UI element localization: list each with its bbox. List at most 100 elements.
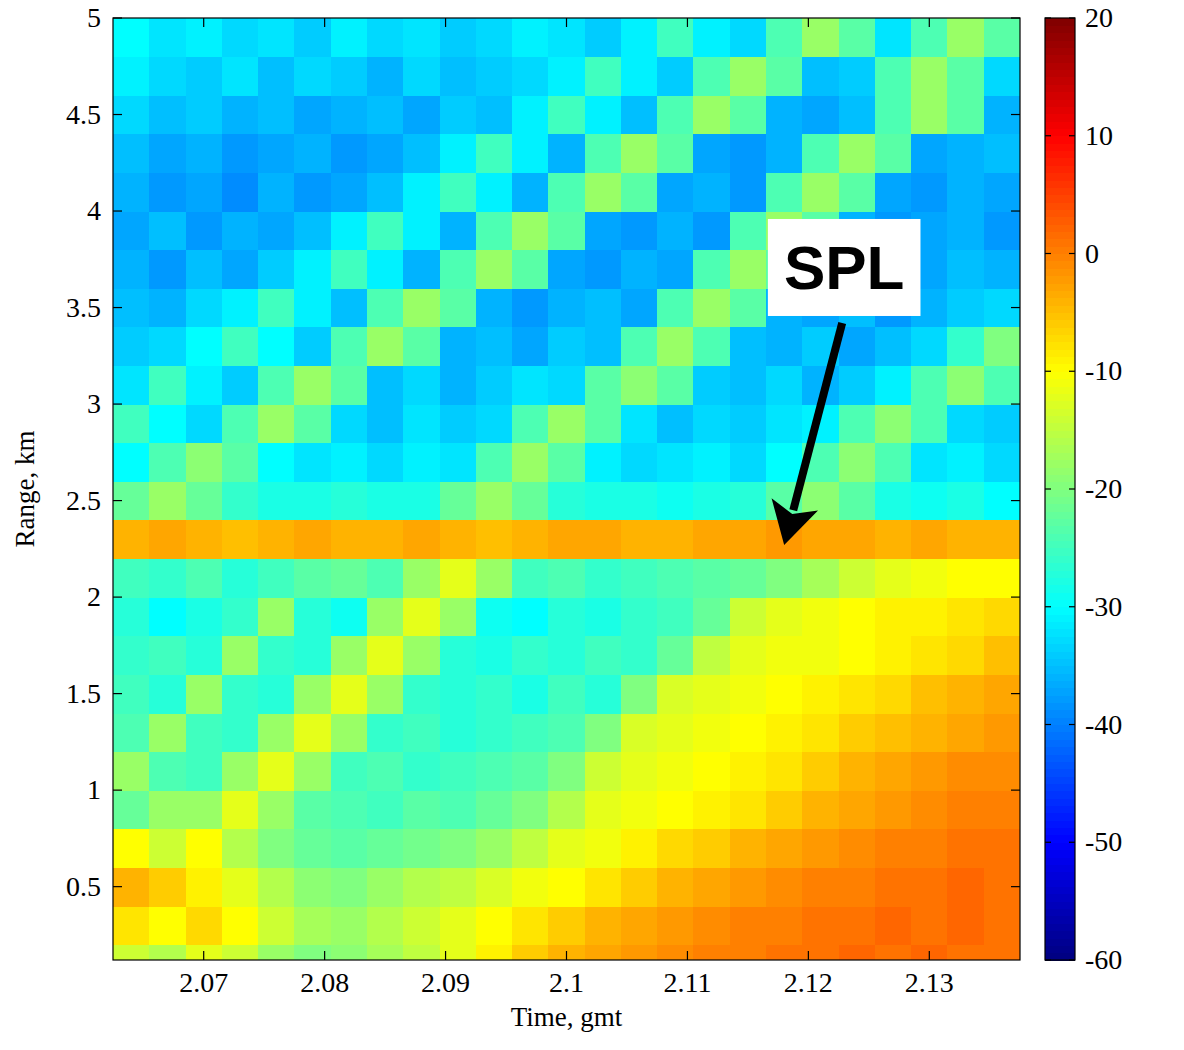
heatmap-cell [149, 906, 186, 945]
heatmap-cell [802, 636, 839, 675]
heatmap-cell [258, 18, 295, 57]
heatmap-cell [875, 558, 912, 597]
heatmap-cell [984, 57, 1020, 96]
heatmap-cell [113, 211, 150, 250]
heatmap-cell [548, 945, 585, 960]
heatmap-cell [911, 636, 948, 675]
colorbar-step [1045, 150, 1075, 158]
heatmap-cell [947, 172, 984, 211]
heatmap-cell [186, 18, 223, 57]
heatmap-cell [403, 906, 440, 945]
heatmap-cell [294, 558, 331, 597]
y-tick [113, 307, 122, 308]
heatmap-cell [440, 713, 477, 752]
heatmap-cell [331, 288, 368, 327]
colorbar-step [1045, 842, 1075, 850]
heatmap-cell [766, 906, 803, 945]
heatmap-cell [149, 211, 186, 250]
heatmap-cell [367, 752, 404, 791]
heatmap-cell [476, 443, 513, 482]
colorbar-step [1045, 894, 1075, 902]
colorbar-tick [1045, 606, 1051, 607]
heatmap-cell [113, 95, 150, 134]
heatmap-cell [657, 481, 694, 520]
heatmap-cell [222, 520, 259, 559]
heatmap-cell [440, 558, 477, 597]
heatmap-cell [403, 829, 440, 868]
heatmap-cell [621, 288, 658, 327]
colorbar-tick [1069, 253, 1075, 254]
heatmap-cell [585, 597, 622, 636]
heatmap-cell [839, 404, 876, 443]
colorbar-step [1045, 460, 1075, 468]
heatmap-cell [222, 172, 259, 211]
heatmap-cell [730, 172, 767, 211]
heatmap-cell [149, 134, 186, 173]
heatmap-cell [621, 57, 658, 96]
heatmap-cell [440, 134, 477, 173]
heatmap-cell [766, 674, 803, 713]
colorbar-step [1045, 533, 1075, 541]
heatmap-cell [947, 327, 984, 366]
heatmap-cell [693, 713, 730, 752]
heatmap-cell [693, 906, 730, 945]
colorbar-step [1045, 18, 1075, 26]
y-tick [1011, 790, 1020, 791]
annotation-text: SPL [784, 233, 905, 302]
heatmap-cell [294, 172, 331, 211]
heatmap-cell [149, 57, 186, 96]
y-tick [1011, 307, 1020, 308]
heatmap-cell [331, 636, 368, 675]
heatmap-cell [839, 752, 876, 791]
heatmap-cell [186, 906, 223, 945]
heatmap-cell [149, 520, 186, 559]
heatmap-cell [294, 945, 331, 960]
heatmap-cell [367, 636, 404, 675]
heatmap-cell [984, 250, 1020, 289]
colorbar-step [1045, 401, 1075, 409]
heatmap-cell [294, 443, 331, 482]
heatmap-cell [331, 327, 368, 366]
colorbar-step [1045, 393, 1075, 401]
heatmap-cell [113, 829, 150, 868]
heatmap-cell [222, 713, 259, 752]
heatmap-cell [403, 250, 440, 289]
heatmap-cell [585, 520, 622, 559]
heatmap-cell [693, 674, 730, 713]
heatmap-cell [186, 134, 223, 173]
heatmap-cell [222, 906, 259, 945]
heatmap-cell [403, 288, 440, 327]
y-tick [1011, 403, 1020, 404]
colorbar-step [1045, 136, 1075, 144]
heatmap-cell [730, 636, 767, 675]
heatmap-cell [294, 404, 331, 443]
heatmap-cell [440, 327, 477, 366]
heatmap-cell [186, 57, 223, 96]
colorbar-tick-label: 10 [1085, 120, 1113, 151]
y-tick-label: 1.5 [66, 678, 101, 709]
heatmap-cell [186, 597, 223, 636]
x-tick-label: 2.11 [663, 967, 711, 998]
heatmap-cell [911, 443, 948, 482]
heatmap-cell [585, 713, 622, 752]
colorbar-step [1045, 342, 1075, 350]
heatmap-cell [693, 95, 730, 134]
colorbar-step [1045, 195, 1075, 203]
heatmap-cell [367, 57, 404, 96]
heatmap-cell [258, 134, 295, 173]
heatmap-cell [875, 18, 912, 57]
heatmap-cell [947, 867, 984, 906]
colorbar-step [1045, 526, 1075, 534]
heatmap-cell [331, 404, 368, 443]
heatmap-cell [585, 481, 622, 520]
heatmap-cell [331, 250, 368, 289]
x-tick [203, 951, 204, 960]
heatmap-cell [512, 365, 549, 404]
heatmap-cell [730, 288, 767, 327]
heatmap-cell [802, 674, 839, 713]
heatmap-cell [403, 790, 440, 829]
colorbar-tick [1045, 842, 1051, 843]
heatmap-cell [875, 636, 912, 675]
heatmap-cell [476, 134, 513, 173]
heatmap-cell [294, 674, 331, 713]
